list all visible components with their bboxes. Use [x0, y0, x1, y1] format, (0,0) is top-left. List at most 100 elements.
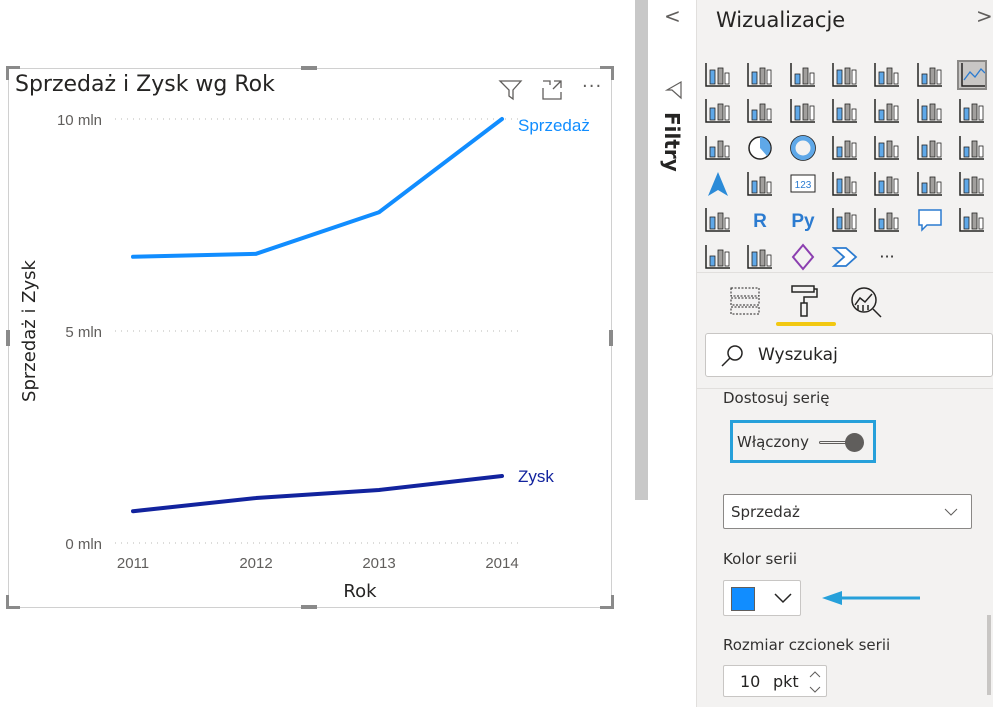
visual-gauge-button[interactable]	[745, 169, 775, 199]
visual-key-influencers-button[interactable]	[830, 205, 860, 235]
visual-donut-button[interactable]	[788, 133, 818, 163]
resize-handle[interactable]	[6, 330, 10, 346]
x-axis-title: Rok	[343, 581, 377, 602]
visual-power-apps-button[interactable]	[788, 242, 818, 272]
visual-paginated-report-button[interactable]	[703, 242, 733, 272]
visual-100-stacked-bar-button[interactable]	[872, 60, 902, 90]
visual-multi-row-card-button[interactable]	[830, 169, 860, 199]
pane-title: Wizualizacje	[716, 8, 846, 32]
font-size-value: 10	[740, 672, 761, 691]
analytics-tab-icon[interactable]	[849, 285, 883, 319]
y-tick-label: 5 mln	[65, 324, 102, 341]
visual-stacked-area-button[interactable]	[745, 96, 775, 126]
visual-matrix-button[interactable]	[703, 205, 733, 235]
section-label: Dostosuj serię	[723, 389, 830, 407]
resize-handle[interactable]	[611, 595, 614, 609]
visual-kpi-button[interactable]	[872, 169, 902, 199]
visual-table-button[interactable]	[957, 169, 987, 199]
resize-handle[interactable]	[6, 66, 20, 69]
waterfall-icon	[916, 99, 942, 124]
series-toggle[interactable]: Włączony	[730, 420, 876, 463]
resize-handle[interactable]	[611, 66, 614, 80]
y-axis-title: Sprzedaż i Zysk	[19, 259, 40, 401]
ribbon-icon	[874, 99, 900, 124]
visual-card-button[interactable]: 123	[788, 169, 818, 199]
visual-clustered-bar-button[interactable]	[788, 60, 818, 90]
format-paint-roller-icon[interactable]	[789, 284, 819, 318]
qa-icon	[917, 209, 942, 232]
pane-scrollbar[interactable]	[987, 615, 991, 695]
visual-pie-button[interactable]	[745, 133, 775, 163]
visual-python-visual-button[interactable]: Py	[788, 205, 818, 235]
focus-mode-icon[interactable]	[540, 78, 564, 102]
power-apps-icon	[791, 242, 814, 271]
font-size-label: Rozmiar czcionek serii	[723, 636, 891, 654]
visual-smart-narrative-button[interactable]	[957, 205, 987, 235]
resize-handle[interactable]	[609, 330, 613, 346]
resize-handle[interactable]	[6, 66, 9, 80]
canvas-scrollbar[interactable]	[635, 0, 648, 500]
visual-slicer-button[interactable]	[915, 169, 945, 199]
stepper-arrows-icon[interactable]	[808, 668, 822, 696]
series-line-0	[131, 117, 504, 259]
visual-r-visual-button[interactable]: R	[745, 205, 775, 235]
table-icon	[959, 171, 984, 196]
visual-waterfall-button[interactable]	[915, 96, 945, 126]
resize-handle[interactable]	[600, 66, 614, 69]
font-size-stepper[interactable]: 10 pkt	[723, 665, 827, 697]
visual-decomposition-tree-button[interactable]	[872, 205, 902, 235]
visual-scatter-button[interactable]	[703, 133, 733, 163]
visual-map-button[interactable]	[872, 133, 902, 163]
filter-icon[interactable]	[498, 78, 524, 102]
visualizations-pane: Wizualizacje > 123 R Py ··· Wyszukaj Dostos…	[697, 0, 993, 707]
resize-handle[interactable]	[301, 66, 317, 70]
divider	[697, 272, 993, 273]
chevron-down-icon	[774, 593, 792, 604]
more-options-icon[interactable]: ···	[582, 76, 603, 97]
visual-arcgis-map-button[interactable]	[745, 242, 775, 272]
x-tick-label: 2011	[117, 555, 149, 572]
stacked-column-icon	[747, 63, 773, 87]
visual-qa-button[interactable]	[915, 205, 945, 235]
visual-line-clustered-column-button[interactable]	[830, 96, 860, 126]
visual-line-stacked-column-button[interactable]	[788, 96, 818, 126]
fields-tab-icon[interactable]	[729, 286, 761, 316]
visual-more-button[interactable]: ···	[872, 242, 902, 272]
visual-area-chart-button[interactable]	[703, 96, 733, 126]
slicer-icon	[916, 171, 942, 196]
resize-handle[interactable]	[6, 595, 9, 609]
filter-icon	[665, 80, 682, 100]
active-tab-indicator	[776, 322, 836, 326]
visual-funnel-button[interactable]	[957, 96, 987, 126]
visual-shape-map-button[interactable]	[957, 133, 987, 163]
visual-azure-map-button[interactable]	[703, 169, 733, 199]
resize-handle[interactable]	[6, 606, 20, 609]
visual-treemap-button[interactable]	[830, 133, 860, 163]
toggle-knob[interactable]	[845, 433, 864, 452]
visual-100-stacked-column-button[interactable]	[915, 60, 945, 90]
shape-map-icon	[959, 135, 984, 160]
report-canvas: Sprzedaż i Zysk wg Rok ··· 0 mln 5 mln 10 …	[6, 66, 614, 609]
expand-pane-button[interactable]: >	[976, 4, 993, 28]
visual-stacked-column-button[interactable]	[745, 60, 775, 90]
divider	[697, 388, 993, 389]
visual-ribbon-button[interactable]	[872, 96, 902, 126]
resize-handle[interactable]	[600, 606, 614, 609]
visual-line-chart-button[interactable]	[956, 60, 987, 90]
search-input[interactable]: Wyszukaj	[705, 333, 993, 377]
visual-filled-map-button[interactable]	[915, 133, 945, 163]
series-color-picker[interactable]	[723, 580, 801, 616]
collapse-filters-button[interactable]: <	[664, 4, 681, 28]
visual-clustered-column-button[interactable]	[830, 60, 860, 90]
filters-label[interactable]: Filtry	[660, 112, 684, 172]
line-chart-icon	[961, 63, 985, 87]
visual-stacked-bar-button[interactable]	[703, 60, 733, 90]
series-dropdown[interactable]: Sprzedaż	[723, 494, 972, 529]
visual-power-automate-button[interactable]	[830, 242, 860, 272]
100-stacked-bar-icon	[874, 63, 900, 87]
x-tick-label: 2012	[239, 555, 272, 572]
resize-handle[interactable]	[301, 605, 317, 609]
color-swatch	[731, 587, 755, 611]
smart-narrative-icon	[959, 208, 984, 232]
search-placeholder: Wyszukaj	[758, 345, 838, 365]
